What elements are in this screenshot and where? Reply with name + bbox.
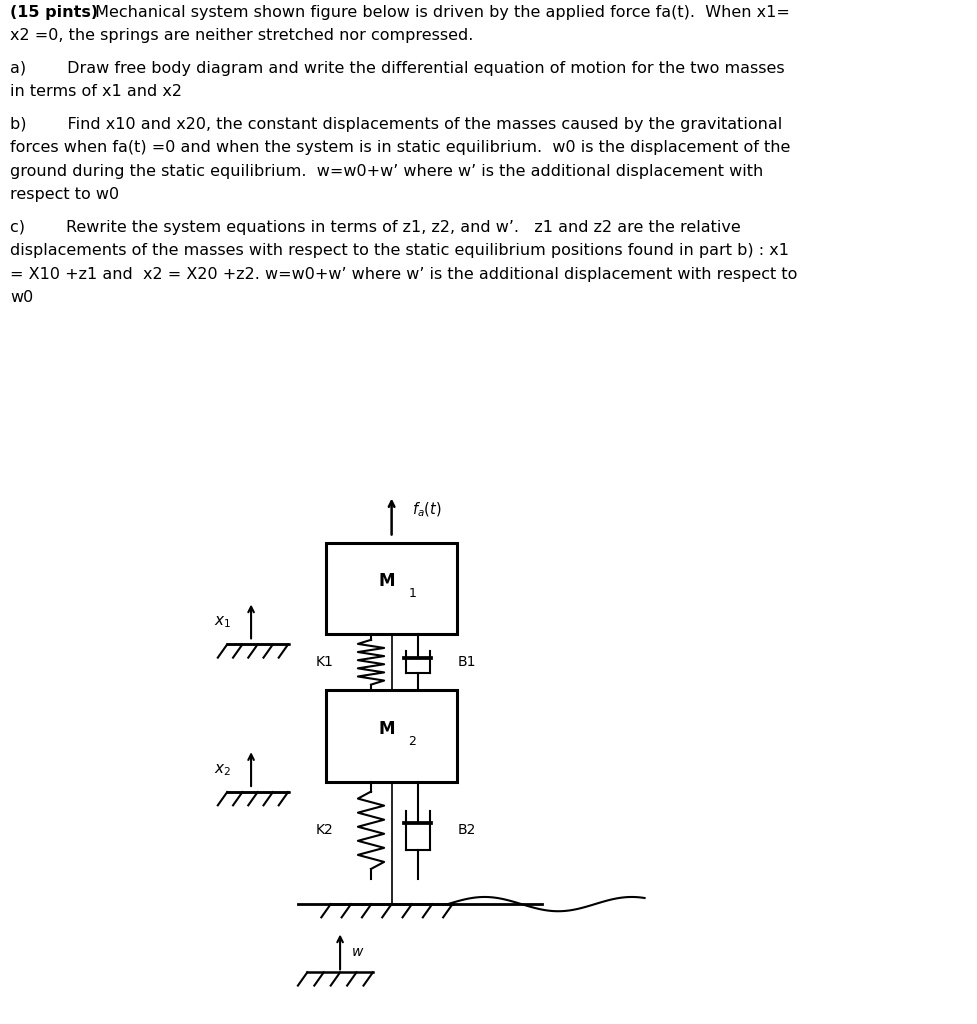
- Text: B2: B2: [456, 823, 475, 838]
- Text: w: w: [351, 945, 362, 958]
- Text: (15 pints): (15 pints): [11, 5, 99, 19]
- Text: w0: w0: [11, 290, 33, 305]
- Text: b)        Find x10 and x20, the constant displacements of the masses caused by t: b) Find x10 and x20, the constant displa…: [11, 117, 782, 132]
- Text: K2: K2: [316, 823, 333, 838]
- Text: = X10 +z1 and  x2 = X20 +z2. w=w0+w’ where w’ is the additional displacement wit: = X10 +z1 and x2 = X20 +z2. w=w0+w’ wher…: [11, 266, 797, 282]
- Text: Mechanical system shown figure below is driven by the applied force fa(t).  When: Mechanical system shown figure below is …: [90, 5, 789, 19]
- Text: forces when fa(t) =0 and when the system is in static equilibrium.  w0 is the di: forces when fa(t) =0 and when the system…: [11, 140, 789, 156]
- Text: 1: 1: [407, 587, 416, 600]
- Text: in terms of x1 and x2: in terms of x1 and x2: [11, 84, 182, 99]
- Text: K1: K1: [316, 655, 333, 670]
- Text: displacements of the masses with respect to the static equilibrium positions fou: displacements of the masses with respect…: [11, 243, 788, 258]
- Text: a)        Draw free body diagram and write the differential equation of motion f: a) Draw free body diagram and write the …: [11, 60, 785, 76]
- Text: ground during the static equilibrium.  w=w0+w’ where w’ is the additional displa: ground during the static equilibrium. w=…: [11, 164, 763, 179]
- Text: $f_a(t)$: $f_a(t)$: [412, 501, 442, 519]
- Text: B1: B1: [456, 655, 475, 670]
- Text: $x_1$: $x_1$: [213, 614, 231, 630]
- Text: M: M: [378, 572, 395, 590]
- Text: 2: 2: [407, 734, 416, 748]
- Text: respect to w0: respect to w0: [11, 187, 119, 202]
- Text: c)        Rewrite the system equations in terms of z1, z2, and w’.   z1 and z2 a: c) Rewrite the system equations in terms…: [11, 220, 741, 234]
- Text: $x_2$: $x_2$: [213, 762, 231, 777]
- Text: x2 =0, the springs are neither stretched nor compressed.: x2 =0, the springs are neither stretched…: [11, 29, 473, 43]
- Text: M: M: [378, 720, 395, 738]
